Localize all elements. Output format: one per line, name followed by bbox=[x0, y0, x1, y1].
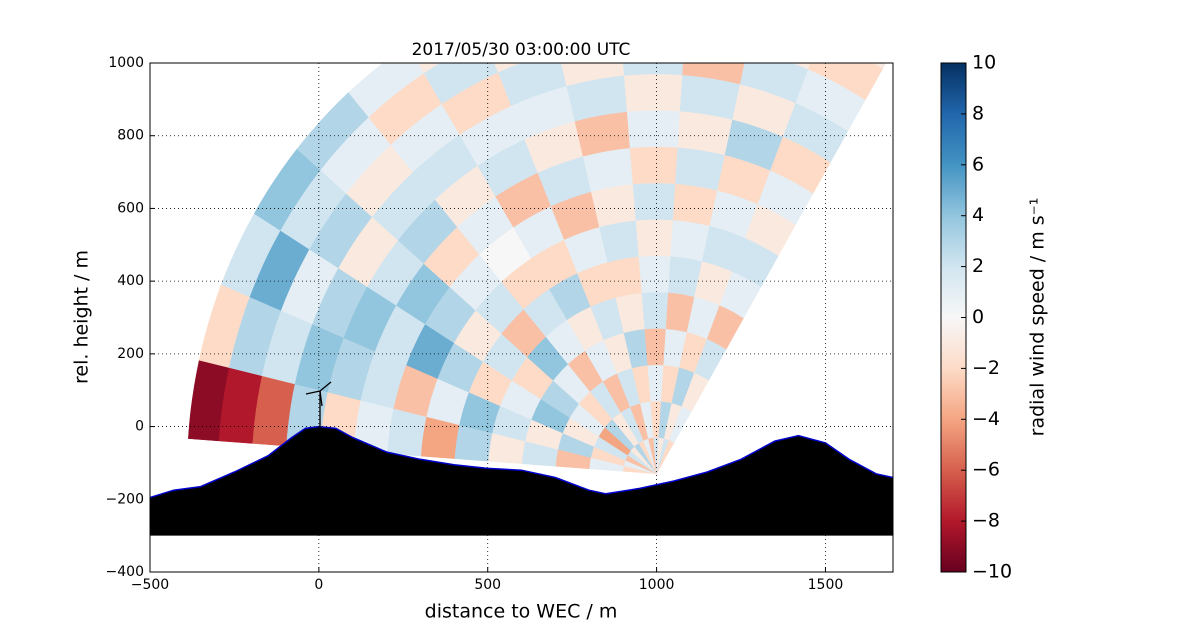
colorbar-tick-label: 10 bbox=[972, 52, 996, 74]
scan-cell bbox=[808, 63, 884, 101]
scan-cell bbox=[494, 63, 522, 73]
scan-cell bbox=[792, 63, 812, 70]
plot-frame bbox=[149, 62, 894, 573]
colorbar-tick-label: −6 bbox=[972, 459, 1000, 481]
scan-cell bbox=[618, 1, 687, 39]
colorbar-tick-label: −10 bbox=[972, 561, 1012, 583]
y-tick-label: 400 bbox=[117, 273, 144, 289]
scan-cell bbox=[417, 63, 441, 74]
colorbar-tick-label: −4 bbox=[972, 408, 1000, 430]
y-tick-label: −200 bbox=[106, 491, 144, 507]
colorbar-tick-label: 0 bbox=[972, 306, 984, 328]
scan-cell bbox=[386, 408, 427, 457]
scan-cell bbox=[687, 0, 762, 13]
scan-cell bbox=[647, 364, 664, 402]
x-axis-label: distance to WEC / m bbox=[425, 601, 618, 623]
colorbar-label: radial wind speed / m s⁻¹ bbox=[1027, 198, 1049, 437]
terrain-outline bbox=[150, 425, 893, 499]
x-tick-label: 500 bbox=[474, 577, 501, 593]
colorbar-tick-label: 4 bbox=[972, 204, 984, 226]
chart-title: 2017/05/30 03:00:00 UTC bbox=[412, 40, 631, 60]
y-tick-label: 600 bbox=[117, 200, 144, 216]
scan-cell bbox=[755, 0, 832, 36]
y-tick-label: −400 bbox=[106, 564, 144, 580]
scan-cell bbox=[590, 183, 637, 228]
scan-cell bbox=[622, 63, 684, 76]
scan-cell bbox=[473, 0, 550, 39]
y-tick-label: 200 bbox=[117, 346, 144, 362]
x-tick-label: 0 bbox=[314, 577, 323, 593]
terrain-fill bbox=[150, 426, 893, 536]
scan-cell bbox=[632, 182, 676, 221]
scan-cell bbox=[685, 2, 756, 48]
y-tick-label: 1000 bbox=[108, 55, 144, 71]
scan-cell bbox=[873, 63, 887, 70]
scan-cell bbox=[635, 219, 674, 257]
y-axis-label: rel. height / m bbox=[71, 250, 93, 384]
scan-cell bbox=[644, 328, 667, 366]
scan-cell bbox=[629, 146, 679, 185]
scan-cell bbox=[616, 0, 690, 3]
colorbar-tick-label: 2 bbox=[972, 255, 984, 277]
scan-cell bbox=[543, 0, 618, 15]
y-tick-label: 800 bbox=[117, 128, 144, 144]
colorbar-tick-label: 8 bbox=[972, 102, 984, 124]
scan-cell bbox=[641, 291, 669, 330]
turbine-icon bbox=[305, 381, 332, 427]
scan-cell bbox=[623, 73, 683, 112]
terrain bbox=[150, 425, 893, 536]
scan-cell bbox=[672, 183, 718, 227]
x-tick-label: −500 bbox=[131, 577, 169, 593]
scan-cell bbox=[675, 147, 726, 191]
colorbar-tick-label: −2 bbox=[972, 357, 1000, 379]
scan-cell bbox=[626, 110, 681, 149]
x-tick-label: 1000 bbox=[639, 577, 675, 593]
x-tick-label: 1500 bbox=[808, 577, 844, 593]
scan-cell bbox=[638, 255, 671, 293]
colorbar-tick-label: 6 bbox=[972, 153, 984, 175]
scan-field bbox=[188, 0, 887, 475]
y-tick-label: 0 bbox=[135, 419, 144, 435]
colorbar-tick-label: −8 bbox=[972, 510, 1000, 532]
